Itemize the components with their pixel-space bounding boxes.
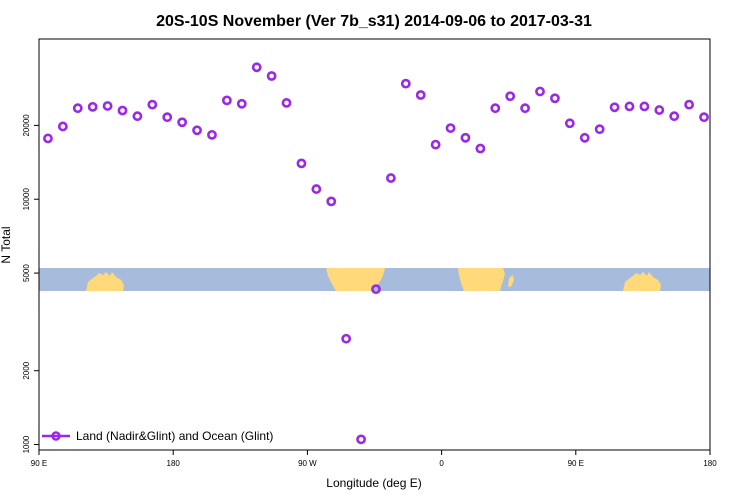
data-point [579,132,590,143]
data-point [490,103,501,114]
data-point [669,111,680,122]
data-point [162,112,173,123]
data-point [177,117,188,128]
data-points [43,62,709,445]
data-point [535,86,545,97]
data-point [624,101,635,112]
data-point [117,105,128,116]
data-point [132,111,143,122]
data-point [445,123,456,133]
data-point [415,90,426,100]
data-point [296,158,307,169]
y-tick-label: 1000 [22,435,31,453]
data-point [221,95,232,106]
x-tick-label: 0 [439,459,444,468]
data-point [550,93,560,104]
legend-marker [51,431,61,441]
data-point [564,118,575,129]
data-point [87,101,98,112]
y-tick-label: 5000 [22,264,31,282]
x-axis: 90 E 180 90 W 0 90 E 180 [31,450,717,468]
y-tick-label: 20000 [22,114,31,137]
data-point [371,284,381,295]
data-point [251,62,262,73]
x-tick-label: 90 E [31,459,47,468]
data-point [207,129,217,140]
y-tick-label: 2000 [22,361,31,379]
x-tick-label: 180 [167,459,181,468]
data-point [594,124,605,135]
plot-frame [38,38,711,451]
madagascar-landmass [508,275,514,287]
x-tick-label: 90 W [298,459,317,468]
legend-label: Land (Nadir&Glint) and Ocean (Glint) [76,429,273,443]
legend: Land (Nadir&Glint) and Ocean (Glint) [42,429,273,443]
data-point [520,103,531,114]
africa-landmass [458,268,505,291]
y-axis: 1000 2000 5000 10000 20000 [22,114,39,453]
australia-landmass-2 [623,272,661,291]
data-point [326,196,337,207]
south-america-landmass [326,268,385,291]
data-point [281,98,292,108]
data-point [475,143,486,154]
data-point [311,184,322,194]
data-point [654,105,665,115]
x-axis-label: Longitude (deg E) [326,476,421,490]
data-point [57,121,68,132]
x-tick-label: 90 E [568,459,584,468]
data-point [609,102,620,113]
data-point [684,99,695,110]
data-point [102,101,113,111]
data-point [386,173,396,183]
x-tick-label: 180 [703,459,717,468]
data-point [43,133,53,144]
y-tick-label: 10000 [22,188,31,211]
chart-title: 20S-10S November (Ver 7b_s31) 2014-09-06… [156,13,592,30]
data-point [147,99,158,110]
data-point [505,91,516,102]
data-point [192,125,202,136]
data-point [341,333,352,344]
data-point [639,101,650,112]
world-map-band [39,268,710,291]
data-point [699,112,709,123]
data-point [356,434,366,445]
data-point [460,132,471,143]
data-point [72,103,83,114]
data-point [266,71,277,81]
y-axis-label: N Total [0,226,13,263]
australia-landmass [86,272,124,291]
data-point [236,98,247,109]
data-point [400,78,411,89]
data-point [430,139,441,150]
